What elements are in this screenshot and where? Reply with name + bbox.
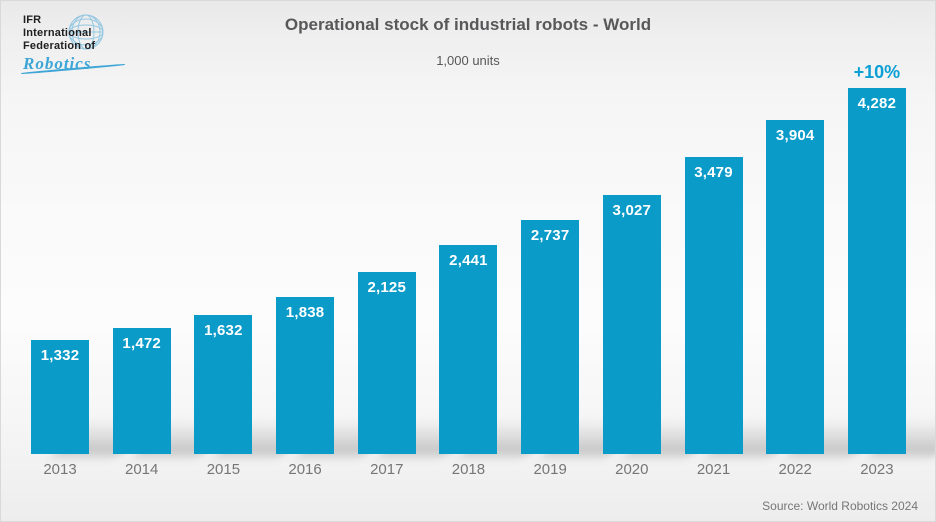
bars-row: +10% 1,332 2013 +10% 1,472 2014 +10% 1,6… [31,62,935,478]
bar: 2,441 [439,245,498,454]
bar-group: +10% 1,838 2016 [276,297,408,478]
x-axis-label: 2016 [288,461,322,478]
x-axis-label: 2023 [860,461,894,478]
bar-value-label: 2,441 [449,252,488,269]
x-axis-label: 2019 [533,461,567,478]
bar: 1,472 [112,328,171,454]
bar-group: +10% 2,441 2018 [439,245,571,478]
bar-value-label: 1,632 [204,322,243,339]
bar-group: +10% 3,027 2020 [602,195,735,478]
bar: 3,904 [766,120,825,454]
bar-value-label: 2,125 [367,279,407,296]
bar-value-label: 1,472 [122,335,161,352]
source-label: Source: World Robotics 2024 [762,499,918,513]
x-axis-label: 2022 [778,461,812,478]
bar: 3,479 [684,157,743,454]
bar: 1,332 [31,340,89,454]
chart-title: Operational stock of industrial robots -… [284,15,652,34]
growth-annotation: +10% [853,62,901,82]
bar-value-label: 3,904 [775,127,815,144]
bar-value-label: 4,282 [857,95,897,112]
ifr-logo: IFR International Federation of Robotics [23,14,153,74]
logo-text-ifr: IFR [23,14,42,26]
x-axis-label: 2013 [43,461,77,478]
bar-group: +10% 1,472 2014 [112,328,245,478]
chart-units-label: 1,000 units [436,53,500,68]
bar-group: +10% 3,904 2022 [766,120,898,478]
bar: 1,632 [194,315,253,454]
bar-group: +10% 3,479 2021 [684,157,816,478]
x-axis-label: 2015 [206,461,241,478]
logo-text-federation: Federation of [23,40,96,52]
bar: 3,027 [602,195,661,454]
x-axis-label: 2018 [451,461,486,478]
x-axis-label: 2017 [370,461,404,478]
bar-group: +10% 4,282 2023 [847,62,935,478]
bar: 1,838 [276,297,335,454]
logo-text-robotics: Robotics [23,54,153,74]
x-axis-label: 2020 [615,461,649,478]
bar-value-label: 1,332 [40,347,80,364]
bar-group: +10% 1,332 2013 [31,340,163,478]
bar-value-label: 2,737 [530,227,570,244]
bar-group: +10% 2,737 2019 [521,220,653,478]
bar-value-label: 3,027 [612,202,652,219]
bar-value-label: 1,838 [285,304,325,321]
bar-group: +10% 2,125 2017 [357,272,490,478]
globe-icon [68,14,104,50]
bar-group: +10% 1,632 2015 [194,315,326,478]
bar: 2,737 [521,220,580,454]
x-axis-label: 2014 [125,461,159,478]
bar-value-label: 3,479 [694,164,733,181]
bar: 4,282 [847,88,906,454]
bar: 2,125 [357,272,416,454]
logo-text-international: International [23,27,92,39]
x-axis-label: 2021 [696,461,731,478]
